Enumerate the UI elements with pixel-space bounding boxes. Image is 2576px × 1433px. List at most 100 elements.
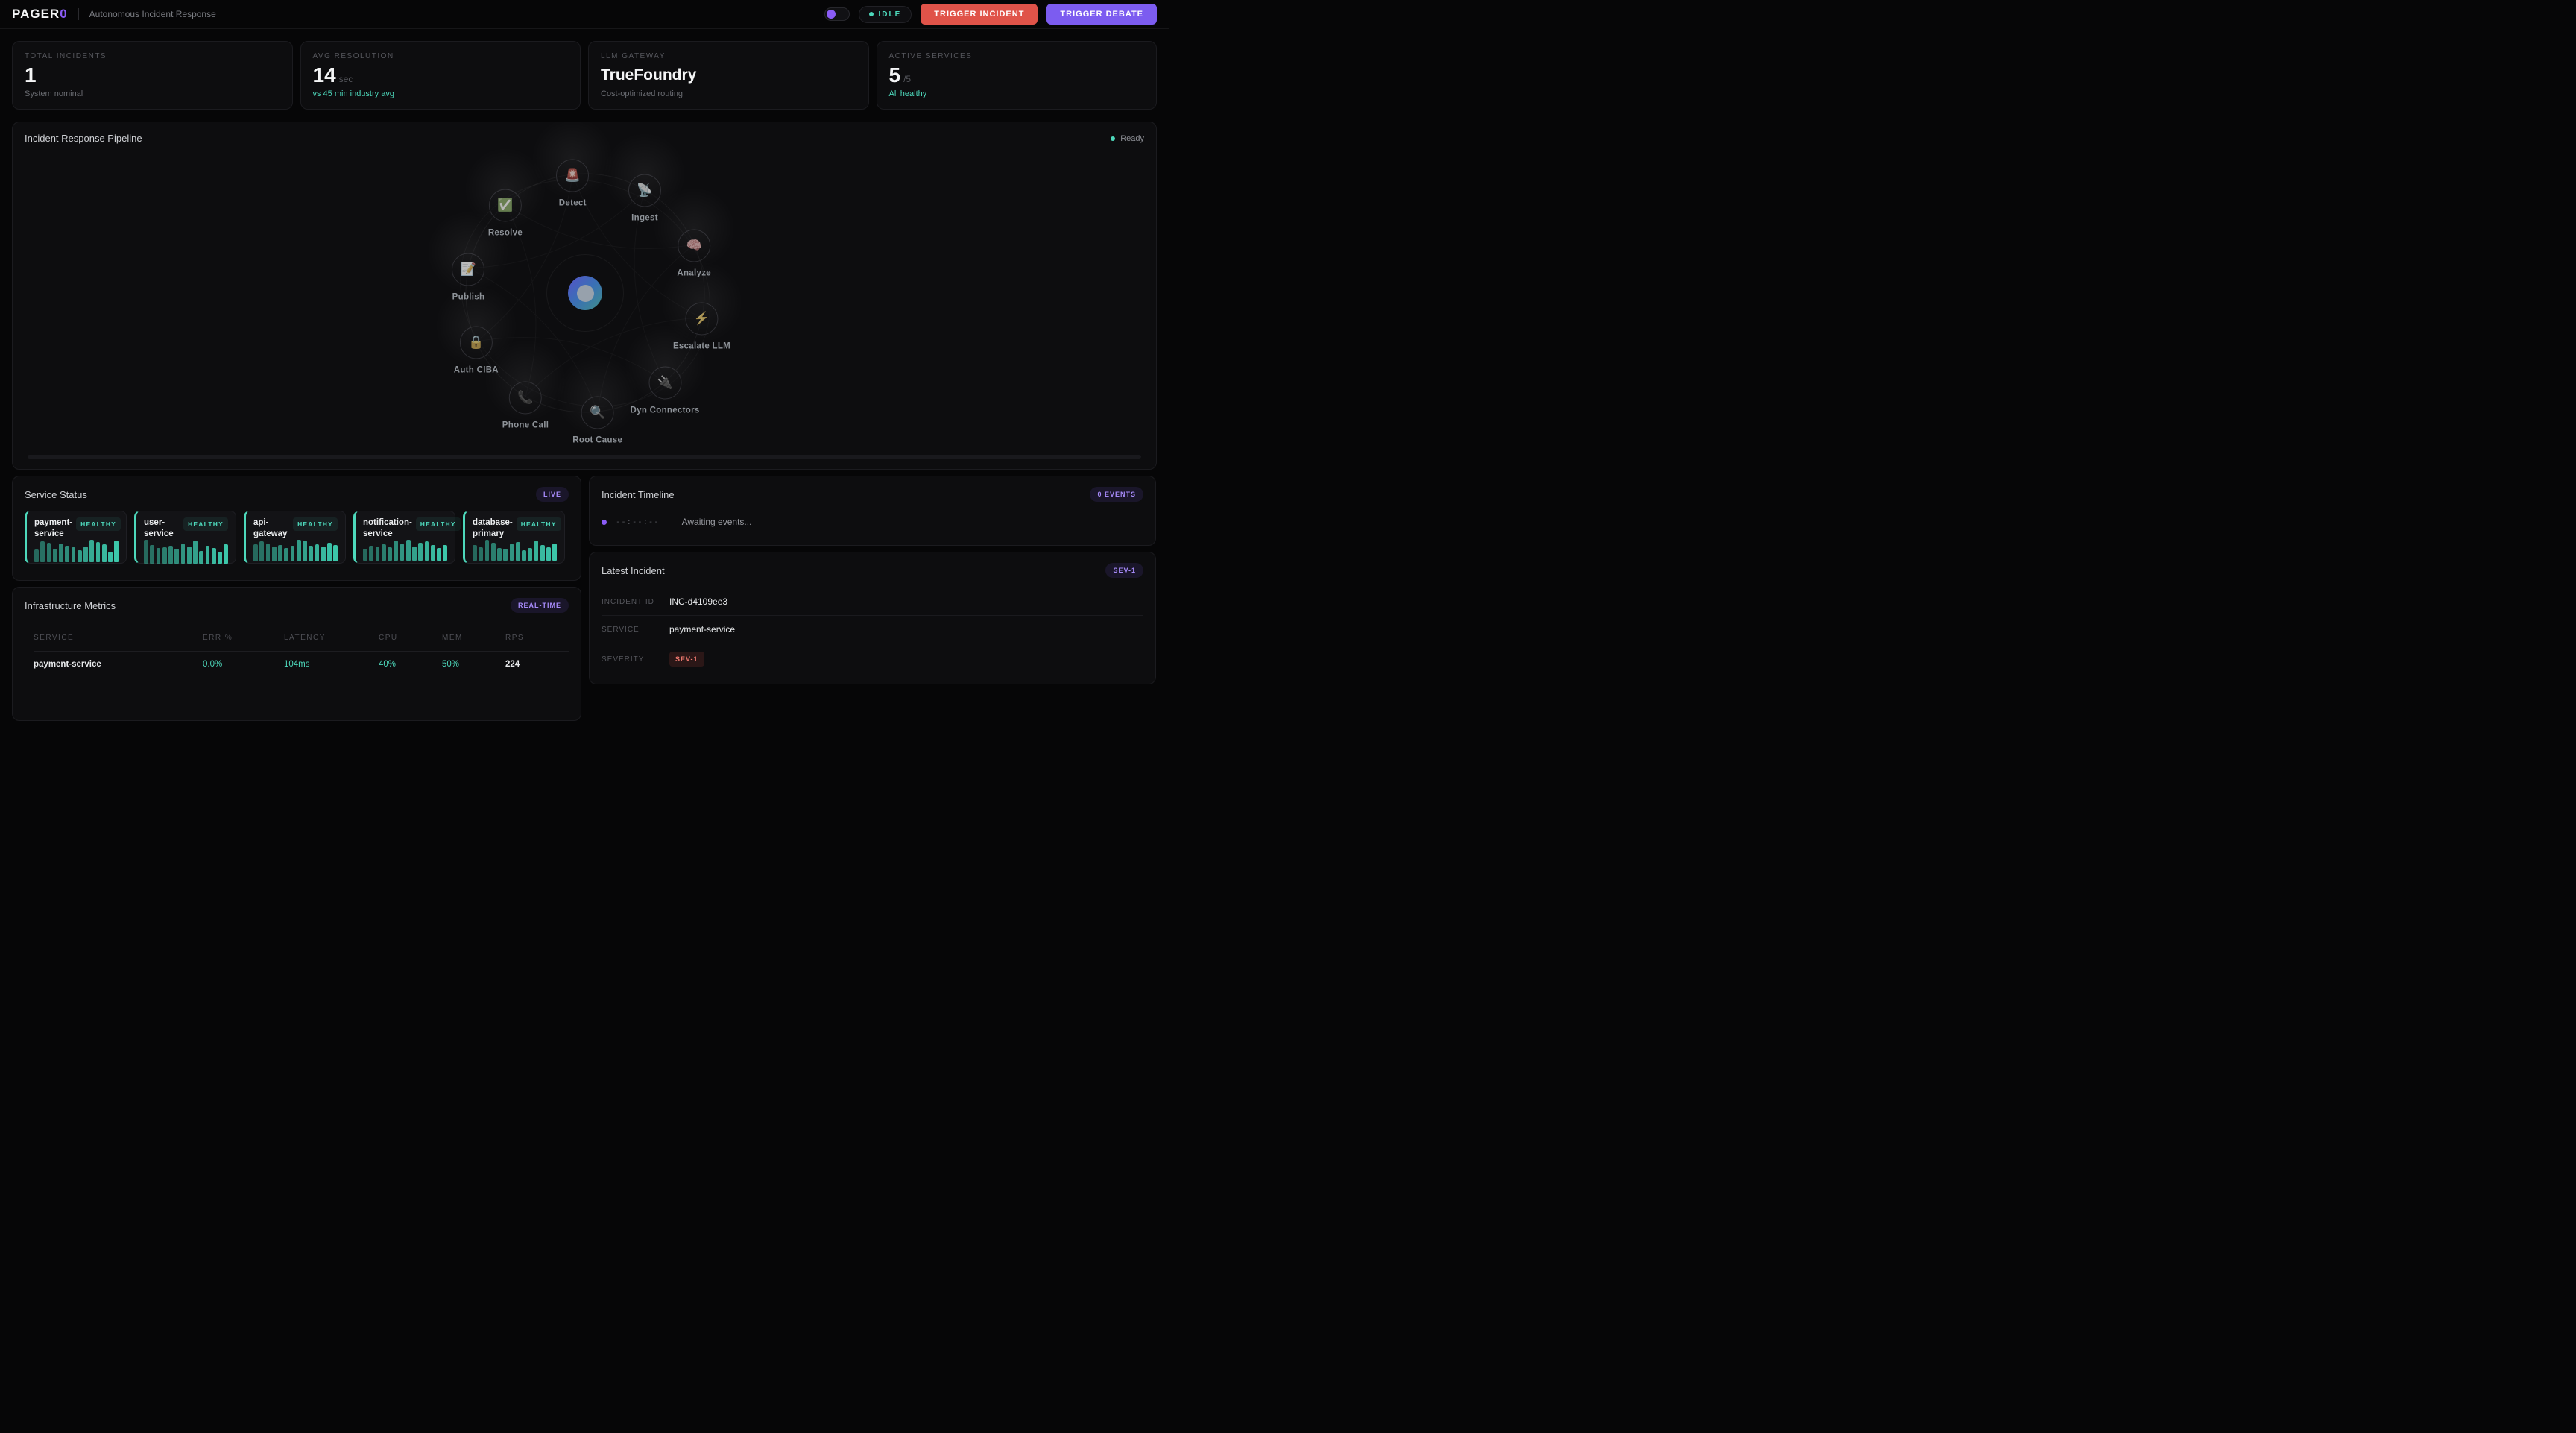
pipeline-node-detect: 🚨 Detect — [528, 122, 618, 208]
stat-value: TrueFoundry — [601, 66, 697, 84]
center-orb-core — [576, 284, 594, 302]
sparkline-bar — [327, 542, 332, 561]
infrastructure-table: SERVICE ERR % LATENCY CPU MEM RPS payment-ser… — [13, 620, 581, 677]
node-circle: 📞 — [509, 381, 542, 415]
service-name: user-service — [144, 518, 174, 538]
timeline-panel: Incident Timeline 0 EVENTS --:--:-- Awai… — [589, 476, 1156, 546]
service-health-badge: HEALTHY — [516, 517, 561, 531]
infra-col-header: ERR % — [203, 634, 233, 642]
service-name: notification-service — [363, 518, 412, 538]
incident-detail-row: SERVICE payment-service — [602, 616, 1143, 643]
sparkline-bar — [186, 546, 192, 564]
incident-detail-label: SEVERITY — [602, 655, 645, 664]
service-card-top: user-service HEALTHY — [144, 517, 228, 540]
sparkline-bar — [369, 545, 373, 561]
node-circle: 🔌 — [648, 366, 682, 400]
node-label: Ingest — [631, 213, 658, 223]
event-time: --:--:-- — [616, 517, 660, 526]
pipeline-node-analyze: 🧠 Analyze — [649, 183, 739, 278]
stat-card: AVG RESOLUTION 14 sec vs 45 min industry av… — [300, 41, 581, 110]
stat-value-row: TrueFoundry — [601, 67, 856, 83]
live-badge: LIVE — [535, 487, 569, 502]
sparkline-bar — [412, 546, 417, 561]
trigger-incident-button[interactable]: TRIGGER INCIDENT — [921, 4, 1038, 25]
sparkline-bar — [89, 539, 94, 562]
stat-value-row: 1 — [25, 64, 280, 86]
sparkline-bar — [333, 544, 338, 561]
sparkline-bar — [484, 539, 490, 561]
service-card-top: notification-service HEALTHY — [363, 517, 461, 540]
infra-col-header: LATENCY — [284, 634, 326, 642]
realtime-badge: REAL-TIME — [511, 598, 569, 613]
stat-value-row: 14 sec — [313, 64, 569, 86]
stat-suffix: /5 — [903, 73, 912, 84]
service-health-badge: HEALTHY — [76, 517, 121, 531]
sparkline-bar — [284, 547, 288, 561]
node-label: Auth CIBA — [453, 365, 499, 375]
service-sparkline — [253, 539, 338, 561]
sparkline-bar — [259, 541, 264, 561]
timeline-title: Incident Timeline — [602, 488, 675, 500]
sparkline-bar — [363, 548, 367, 561]
infra-cell-mem: 50% — [442, 660, 460, 669]
infra-col-header: SERVICE — [34, 634, 75, 642]
theme-toggle[interactable] — [824, 7, 850, 21]
stats-row: TOTAL INCIDENTS 1 System nominal AVG RESOLU… — [12, 41, 1157, 110]
event-text: Awaiting events... — [681, 517, 752, 527]
sparkline-bar — [430, 544, 435, 561]
node-circle: ⚡ — [685, 302, 719, 336]
service-card: payment-service HEALTHY — [25, 511, 127, 564]
magnifier-icon: 🔍 — [590, 405, 606, 420]
service-sparkline — [473, 539, 557, 561]
sparkline-bar — [405, 539, 411, 561]
sparkline-bar — [46, 542, 51, 562]
sparkline-bar — [552, 543, 557, 561]
events-count-badge: 0 EVENTS — [1090, 487, 1143, 502]
satellite-icon: 📡 — [637, 183, 653, 198]
sparkline-bar — [490, 542, 496, 561]
app-subtitle: Autonomous Incident Response — [89, 9, 216, 19]
sparkline-bar — [388, 547, 392, 561]
service-health-badge: HEALTHY — [183, 517, 228, 531]
service-name: database-primary — [473, 518, 513, 538]
sparkline-bar — [375, 546, 380, 561]
status-dot-icon — [868, 12, 874, 16]
service-card: database-primary HEALTHY — [463, 511, 565, 564]
node-label: Detect — [558, 198, 587, 208]
sparkline-bar — [321, 546, 326, 561]
pipeline-node-resolve: ✅ Resolve — [460, 143, 550, 238]
event-dot-icon — [602, 519, 607, 525]
latest-incident-rows: INCIDENT ID INC-d4109ee3 SERVICE payment-se… — [590, 585, 1155, 684]
sparkline-bar — [271, 546, 277, 561]
center-orb — [568, 276, 602, 310]
sparkline-bar — [144, 539, 148, 564]
service-card: user-service HEALTHY — [134, 511, 236, 564]
sparkline-bar — [278, 544, 282, 561]
app-logo: PAGER0 — [12, 7, 68, 21]
stat-label: ACTIVE SERVICES — [888, 52, 973, 60]
pipeline-progress-track — [28, 455, 1141, 459]
service-status-panel: Service Status LIVE payment-service HEALT… — [12, 476, 581, 581]
sparkline-bar — [479, 547, 483, 561]
sparkline-bar — [108, 551, 113, 562]
service-name: api-gateway — [253, 518, 288, 538]
logo-accent: 0 — [60, 7, 68, 21]
incident-detail-value: payment-service — [669, 624, 736, 634]
service-health-badge: HEALTHY — [415, 517, 461, 531]
service-sparkline — [144, 539, 228, 564]
pipeline-node-phone-call: 📞 Phone Call — [481, 335, 570, 429]
trigger-debate-button[interactable]: TRIGGER DEBATE — [1046, 4, 1157, 25]
sparkline-bar — [528, 547, 532, 561]
sparkline-bar — [546, 547, 551, 561]
pipeline-node-dyn-connectors: 🔌 Dyn Connectors — [620, 321, 710, 415]
sparkline-bar — [418, 542, 423, 561]
service-card-top: api-gateway HEALTHY — [253, 517, 338, 540]
sparkline-bar — [424, 541, 429, 561]
node-circle: 🧠 — [678, 229, 711, 262]
infrastructure-panel: Infrastructure Metrics REAL-TIME SERVICE… — [12, 587, 581, 721]
sparkline-bar — [168, 545, 173, 564]
node-label: Dyn Connectors — [630, 406, 700, 415]
node-label: Analyze — [677, 268, 711, 278]
infra-col-header: RPS — [505, 634, 525, 642]
sparkline-bar — [52, 548, 57, 562]
